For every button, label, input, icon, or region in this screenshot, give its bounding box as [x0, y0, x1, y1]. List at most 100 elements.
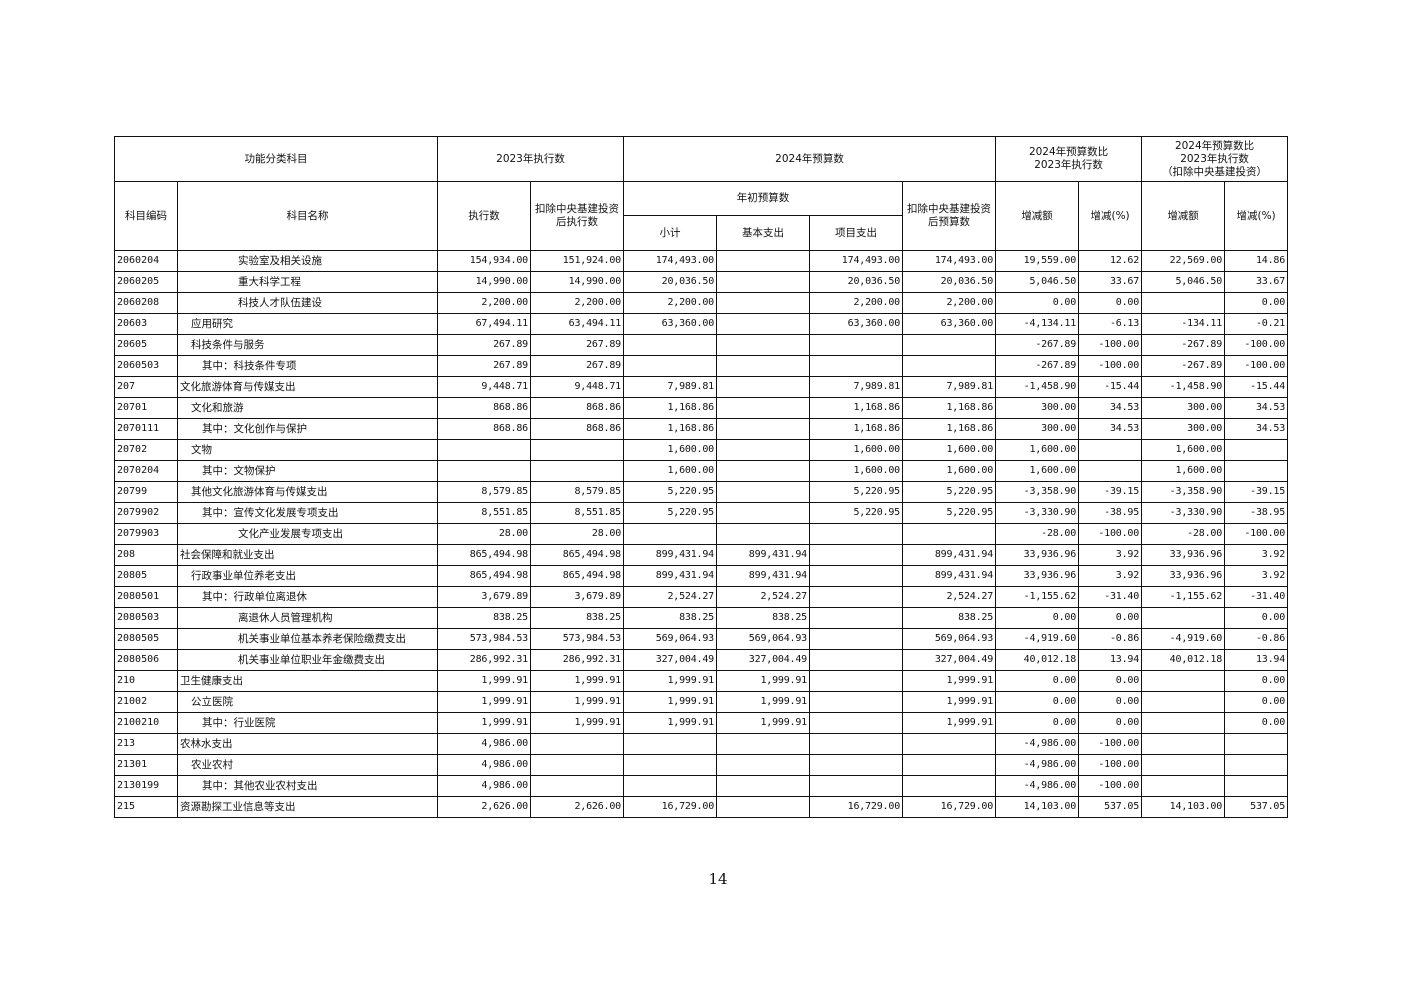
cell-value: 9,448.71 [529, 376, 625, 398]
cell-value: 899,431.94 [902, 544, 997, 566]
cell-value [809, 523, 904, 545]
cell-code: 20702 [114, 439, 178, 461]
cell-value: 2,524.27 [716, 586, 811, 608]
cell-value: 1,168.86 [809, 418, 904, 440]
cell-value [716, 481, 811, 503]
cell-value: 1,999.91 [716, 670, 811, 692]
table-row: 210 卫生健康支出 1,999.91 1,999.91 1,999.91 1,999.9… [114, 670, 1289, 692]
cell-value: 28.00 [437, 523, 531, 545]
cell-value: 899,431.94 [716, 565, 811, 587]
cell-value: 1,999.91 [437, 670, 531, 692]
cell-value: 569,064.93 [902, 628, 997, 650]
cell-value [1141, 775, 1226, 797]
cell-value [902, 733, 997, 755]
cell-value: -4,986.00 [995, 775, 1080, 797]
cell-value: 7,989.81 [623, 376, 718, 398]
cell-code: 2080501 [114, 586, 178, 608]
cell-value: 868.86 [529, 397, 625, 419]
cell-value [809, 586, 904, 608]
cell-value: 1,999.91 [529, 691, 625, 713]
cell-value: 1,168.86 [623, 397, 718, 419]
cell-value [623, 775, 718, 797]
header-project: 项目支出 [809, 215, 904, 251]
cell-value: 33,936.96 [1141, 565, 1226, 587]
header-basic: 基本支出 [716, 215, 811, 251]
cell-value: -100.00 [1078, 334, 1143, 356]
cell-value: 267.89 [437, 334, 531, 356]
cell-value: 20,036.50 [902, 271, 997, 293]
cell-value: -38.95 [1224, 502, 1289, 524]
cell-name: 文化和旅游 [177, 397, 438, 419]
cell-value: 0.00 [1224, 292, 1289, 314]
table-row: 20805 行政事业单位养老支出 865,494.98 865,494.98 899,4… [114, 565, 1289, 587]
cell-value: -267.89 [1141, 355, 1226, 377]
cell-name: 社会保障和就业支出 [177, 544, 438, 566]
table-row: 2130199 其中：其他农业农村支出 4,986.00 -4,986.00 -100.… [114, 775, 1289, 797]
cell-code: 2080503 [114, 607, 178, 629]
cell-value [623, 523, 718, 545]
cell-value [716, 754, 811, 776]
cell-code: 20603 [114, 313, 178, 335]
cell-value: 33,936.96 [995, 565, 1080, 587]
cell-value [623, 733, 718, 755]
cell-value [716, 523, 811, 545]
cell-code: 208 [114, 544, 178, 566]
header-budget-excl-text: 扣除中央基建投资后预算数 [907, 203, 992, 228]
cell-name: 其他文化旅游体育与传媒支出 [177, 481, 438, 503]
cell-name: 卫生健康支出 [177, 670, 438, 692]
cell-value: 1,999.91 [902, 691, 997, 713]
cell-value: -39.15 [1078, 481, 1143, 503]
cell-value: 1,999.91 [902, 712, 997, 734]
cell-value: 63,360.00 [623, 313, 718, 335]
cell-value: 1,600.00 [902, 439, 997, 461]
cell-value: 28.00 [529, 523, 625, 545]
cell-value: 838.25 [716, 607, 811, 629]
cell-value [529, 754, 625, 776]
cell-value: 2,200.00 [809, 292, 904, 314]
cell-code: 20701 [114, 397, 178, 419]
table-row: 208 社会保障和就业支出 865,494.98 865,494.98 899,431.… [114, 544, 1289, 566]
cell-value: 1,999.91 [437, 691, 531, 713]
cell-value [809, 649, 904, 671]
cell-value: 5,220.95 [809, 481, 904, 503]
cell-name: 其中：宣传文化发展专项支出 [177, 502, 438, 524]
table-row: 20799 其他文化旅游体育与传媒支出 8,579.85 8,579.85 5,220.… [114, 481, 1289, 503]
cell-value: -267.89 [995, 334, 1080, 356]
cell-value: 267.89 [529, 334, 625, 356]
header-change-amt: 增减额 [995, 181, 1080, 251]
cell-value: 300.00 [995, 397, 1080, 419]
cell-value: 1,999.91 [716, 691, 811, 713]
cell-value: 1,999.91 [623, 691, 718, 713]
header-subtotal: 小计 [623, 215, 718, 251]
cell-value: 300.00 [1141, 418, 1226, 440]
cell-value: -28.00 [1141, 523, 1226, 545]
cell-value: 5,220.95 [902, 502, 997, 524]
table-row: 2080505 机关事业单位基本养老保险缴费支出 573,984.53 573,984… [114, 628, 1289, 650]
cell-value [1224, 439, 1289, 461]
cell-value: 20,036.50 [809, 271, 904, 293]
table-row: 2080503 离退休人员管理机构 838.25 838.25 838.25 838.25… [114, 607, 1289, 629]
cell-value: 300.00 [1141, 397, 1226, 419]
cell-value: -100.00 [1078, 775, 1143, 797]
cell-code: 215 [114, 796, 178, 818]
cell-value: 12.62 [1078, 250, 1143, 272]
cell-code: 210 [114, 670, 178, 692]
cell-value [809, 355, 904, 377]
header-category: 功能分类科目 [114, 136, 438, 182]
cell-value: 3.92 [1078, 565, 1143, 587]
cell-value: 327,004.49 [902, 649, 997, 671]
cell-value: 5,220.95 [809, 502, 904, 524]
cell-value [809, 733, 904, 755]
cell-value: -1,155.62 [1141, 586, 1226, 608]
cell-value: 67,494.11 [437, 313, 531, 335]
table-row: 20603 应用研究 67,494.11 63,494.11 63,360.00 63,3… [114, 313, 1289, 335]
header-budget-2024: 2024年预算数 [623, 136, 997, 182]
cell-value: 1,168.86 [623, 418, 718, 440]
cell-code: 2060205 [114, 271, 178, 293]
cell-value: 327,004.49 [623, 649, 718, 671]
cell-value: -100.00 [1078, 733, 1143, 755]
cell-code: 2100210 [114, 712, 178, 734]
cell-code: 21002 [114, 691, 178, 713]
cell-value: 14,103.00 [995, 796, 1080, 818]
cell-value: 13.94 [1078, 649, 1143, 671]
